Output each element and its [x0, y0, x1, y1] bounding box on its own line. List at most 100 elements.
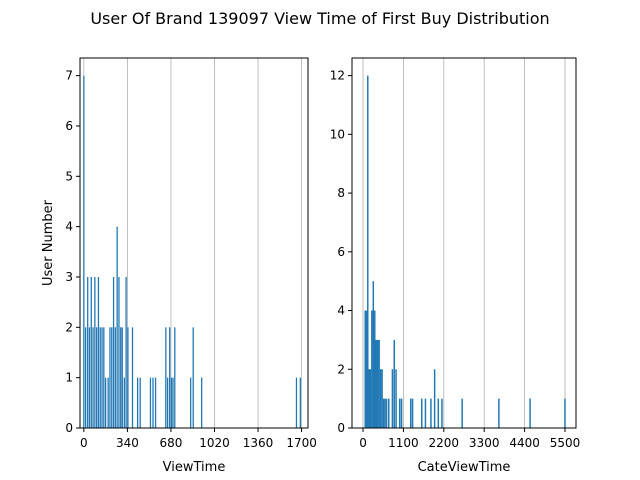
right-bar: [498, 398, 500, 428]
left-x-tick-label: 1020: [199, 436, 230, 450]
left-bar: [83, 75, 85, 428]
right-x-tick-label: 4400: [509, 436, 540, 450]
chart-title: User Of Brand 139097 View Time of First …: [90, 9, 549, 28]
left-bar: [97, 276, 100, 428]
left-bar: [96, 327, 98, 428]
left-y-tick-label: 1: [65, 371, 73, 385]
left-bar: [112, 276, 115, 428]
right-x-tick-label: 5500: [550, 436, 581, 450]
left-bar: [295, 377, 298, 428]
left-bar: [107, 377, 109, 428]
left-bar: [92, 327, 94, 428]
left-bar: [114, 327, 116, 428]
left-x-tick-label: 680: [159, 436, 182, 450]
left-bar: [137, 377, 139, 428]
right-bar: [369, 369, 372, 428]
left-x-ticks: 0 340 680 1020 1360 1700: [80, 428, 317, 450]
right-bar: [364, 310, 366, 428]
left-x-axis-label: ViewTime: [163, 460, 226, 475]
right-bar: [393, 339, 395, 428]
left-bar: [154, 377, 157, 428]
left-y-tick-label: 0: [65, 421, 73, 435]
left-bar: [125, 276, 127, 428]
left-x-tick-label: 1360: [243, 436, 274, 450]
right-bar: [433, 369, 436, 428]
right-bar: [564, 398, 566, 428]
right-bar: [375, 339, 377, 428]
left-bar: [87, 276, 89, 428]
left-bar: [116, 226, 118, 428]
left-bar: [169, 327, 171, 428]
left-bar: [99, 327, 101, 428]
right-y-tick-label: 8: [337, 186, 345, 200]
right-bar: [372, 281, 375, 428]
left-bar: [101, 327, 103, 428]
left-bar: [121, 327, 123, 428]
right-x-tick-label: 3300: [469, 436, 500, 450]
left-bar: [103, 327, 105, 428]
right-x-axis-label: CateViewTime: [418, 460, 511, 475]
right-bars: [364, 75, 566, 428]
right-y-tick-label: 2: [337, 362, 345, 376]
right-axes-frame: [351, 57, 577, 429]
right-bar: [381, 369, 383, 428]
left-x-tick-label: 1700: [286, 436, 317, 450]
left-bar: [152, 377, 154, 428]
right-x-tick-label: 0: [359, 436, 367, 450]
left-bar: [94, 276, 96, 428]
left-x-tick-label: 340: [116, 436, 139, 450]
right-y-tick-label: 6: [337, 245, 345, 259]
left-bars: [83, 75, 301, 428]
left-bar: [299, 377, 301, 428]
right-bar: [400, 398, 403, 428]
right-bar: [368, 369, 370, 428]
right-subplot: 0 1100 2200 3300 4400 5500 0 2 4 6 8 10 12 CateView…: [330, 57, 581, 475]
left-bar: [111, 327, 113, 428]
right-bar: [411, 398, 414, 428]
right-y-ticks: 0 2 4 6 8 10 12: [330, 69, 352, 435]
right-y-tick-label: 12: [330, 69, 345, 83]
right-bar: [376, 339, 379, 428]
left-subplot: 0 340 680 1020 1360 1700 0 1 2 3 4 5 6 7 ViewTime Us…: [41, 57, 317, 475]
right-bar: [437, 398, 440, 428]
left-y-tick-label: 3: [65, 270, 73, 284]
right-bar: [441, 398, 443, 428]
right-bar: [391, 369, 394, 428]
right-bar: [395, 369, 397, 428]
right-x-tick-label: 2200: [429, 436, 460, 450]
right-bar: [430, 398, 432, 428]
left-bar: [90, 276, 92, 428]
left-bar: [131, 327, 134, 428]
right-bar: [421, 398, 423, 428]
left-y-ticks: 0 1 2 3 4 5 6 7: [65, 69, 80, 435]
right-y-tick-label: 4: [337, 304, 345, 318]
left-bar: [149, 377, 152, 428]
right-bar: [399, 398, 401, 428]
right-bar: [382, 398, 385, 428]
left-bar: [172, 377, 174, 428]
left-y-tick-label: 6: [65, 119, 73, 133]
left-bar: [190, 377, 192, 428]
right-y-tick-label: 0: [337, 421, 345, 435]
left-bar: [88, 327, 91, 428]
right-bar: [379, 369, 382, 428]
left-bar: [165, 327, 167, 428]
left-bar: [127, 327, 129, 428]
right-bar: [424, 398, 427, 428]
left-y-axis-label: User Number: [41, 199, 56, 286]
right-gridlines: [362, 58, 566, 428]
right-bar: [378, 339, 380, 428]
left-bar: [166, 377, 169, 428]
left-y-tick-label: 7: [65, 69, 73, 83]
left-bar: [120, 327, 122, 428]
right-y-tick-label: 10: [330, 127, 345, 141]
left-y-tick-label: 2: [65, 320, 73, 334]
right-bar: [371, 310, 373, 428]
left-bar: [118, 276, 120, 428]
left-y-tick-label: 5: [65, 169, 73, 183]
left-bar: [174, 327, 176, 428]
right-bar: [385, 398, 388, 428]
left-y-tick-label: 4: [65, 220, 73, 234]
left-bar: [139, 377, 141, 428]
right-bar: [410, 398, 412, 428]
